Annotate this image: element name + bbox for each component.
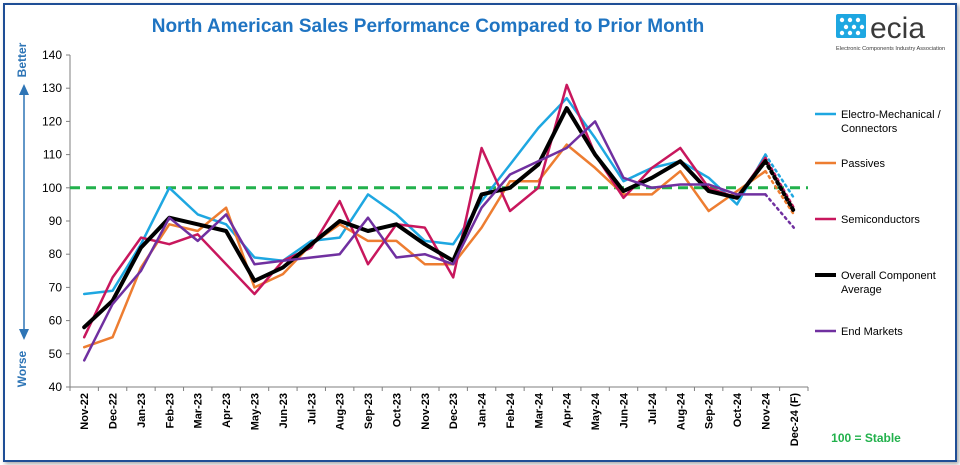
ecia-logo: ecia Electronic Components Industry Asso… [836, 12, 945, 52]
x-tick-label: Feb-23 [164, 393, 176, 428]
x-tick-label: Dec-22 [108, 393, 120, 429]
series-forecast-line [764, 153, 796, 200]
y-tick-label: 70 [49, 280, 63, 294]
y-tick-label: 40 [49, 380, 63, 394]
worse-label: Worse [15, 350, 29, 387]
x-tick-label: Dec-24 (F) [789, 393, 801, 447]
y-tick-label: 50 [49, 347, 63, 361]
better-label: Better [15, 42, 29, 77]
x-tick-label: Jan-23 [136, 393, 148, 428]
up-arrow-icon [19, 84, 29, 95]
logo-tagline: Electronic Components Industry Associati… [836, 46, 945, 52]
legend-label: Electro-Mechanical / Connectors [841, 109, 942, 135]
series-forecast-line [764, 169, 796, 216]
x-tick-label: Aug-24 [675, 392, 687, 430]
x-tick-label: Nov-24 [760, 392, 772, 430]
x-tick-label: Oct-24 [732, 392, 744, 427]
legend: Electro-Mechanical / Connectors Passives Se… [815, 109, 942, 338]
x-tick-label: Sep-24 [704, 392, 716, 429]
x-tick-label: May-23 [250, 393, 262, 430]
down-arrow-icon [19, 329, 29, 340]
plot-area: 40 50 60 70 80 90 100 110 120 130 140 Nov-22 Dec-22 J… [42, 48, 809, 447]
x-tick-label: Jun-24 [619, 392, 631, 428]
legend-label: Overall Component Average [841, 270, 936, 296]
series-line [82, 106, 768, 330]
x-tick-label: Jun-23 [278, 393, 290, 428]
series-line [82, 83, 767, 339]
x-tick-label: Mar-23 [193, 393, 205, 428]
x-tick-label: May-24 [590, 392, 602, 430]
y-tick-label: 80 [49, 247, 63, 261]
series-forecast-line [763, 159, 796, 214]
x-tick-label: Aug-23 [335, 393, 347, 430]
series-forecast-line [764, 193, 796, 229]
y-tick-label: 130 [42, 81, 62, 95]
y-tick-label: 90 [49, 214, 63, 228]
series-line [82, 143, 767, 349]
y-tick-label: 110 [43, 148, 62, 162]
x-tick-label: Jul-24 [647, 392, 659, 425]
legend-label: End Markets [841, 326, 903, 338]
x-tick-label: Apr-23 [221, 393, 233, 428]
x-tick-label: Nov-23 [420, 393, 432, 430]
x-tick-label: Nov-22 [79, 393, 91, 430]
legend-label: Passives [841, 158, 886, 170]
y-tick-label: 140 [42, 48, 62, 62]
x-tick-label: Mar-24 [533, 392, 545, 428]
logo-name: ecia [870, 12, 925, 45]
y-tick-label: 100 [42, 181, 62, 195]
x-tick-label: Sep-23 [363, 393, 375, 429]
x-tick-label: Oct-23 [391, 393, 403, 427]
x-tick-label: Apr-24 [562, 392, 574, 428]
legend-label: Semiconductors [841, 214, 920, 226]
stable-note: 100 = Stable [831, 431, 901, 445]
series-line [82, 120, 767, 362]
x-tick-label: Jan-24 [477, 392, 489, 428]
y-tick-label: 120 [42, 114, 62, 128]
chart-title: North American Sales Performance Compare… [152, 16, 705, 37]
x-tick-label: Dec-23 [448, 393, 460, 429]
x-tick-label: Jul-23 [306, 393, 318, 425]
x-tick-label: Feb-24 [505, 392, 517, 428]
y-tick-label: 60 [49, 314, 63, 328]
better-worse-indicator: Better Worse [15, 42, 29, 387]
